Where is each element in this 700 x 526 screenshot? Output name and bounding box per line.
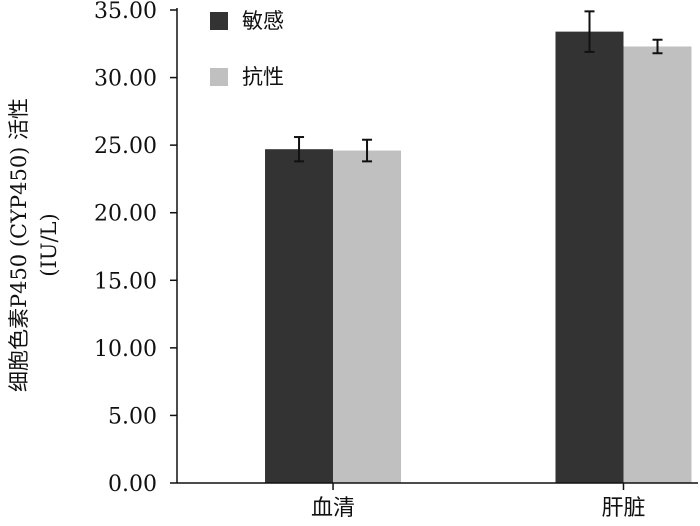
legend-label-1: 抗性 xyxy=(242,65,284,89)
y-tick-label-3: 15.00 xyxy=(94,269,157,294)
bar-resistant-1 xyxy=(623,46,692,483)
y-tick-label-0: 0.00 xyxy=(108,472,157,497)
y-axis-label-line-2: (IU/L) xyxy=(37,213,61,276)
y-tick-label-6: 30.00 xyxy=(94,67,157,92)
legend-swatch-0 xyxy=(210,12,228,30)
x-tick-label-0: 血清 xyxy=(311,496,355,521)
legend-swatch-1 xyxy=(210,68,228,86)
y-axis-label: 细胞色素P450 (CYP450) 活性 (IU/L) xyxy=(7,98,61,392)
axes: 血清 肝脏 0.00 5.00 10.00 15.00 20.00 25.00 30.00 35.… xyxy=(94,0,698,521)
y-tick-label-4: 20.00 xyxy=(94,202,157,227)
bar-sensitive-0 xyxy=(265,149,334,483)
y-tick-label-2: 10.00 xyxy=(94,337,157,362)
y-tick-label-1: 5.00 xyxy=(108,404,157,429)
bar-sensitive-1 xyxy=(555,31,624,483)
y-tick-label-7: 35.00 xyxy=(94,0,157,24)
y-tick-label-5: 25.00 xyxy=(94,134,157,159)
bar-resistant-0 xyxy=(333,150,402,483)
legend-label-0: 敏感 xyxy=(242,9,284,33)
plot-area xyxy=(265,10,692,483)
x-tick-label-1: 肝脏 xyxy=(601,496,645,521)
y-axis-label-line-1: 细胞色素P450 (CYP450) 活性 xyxy=(7,98,31,392)
